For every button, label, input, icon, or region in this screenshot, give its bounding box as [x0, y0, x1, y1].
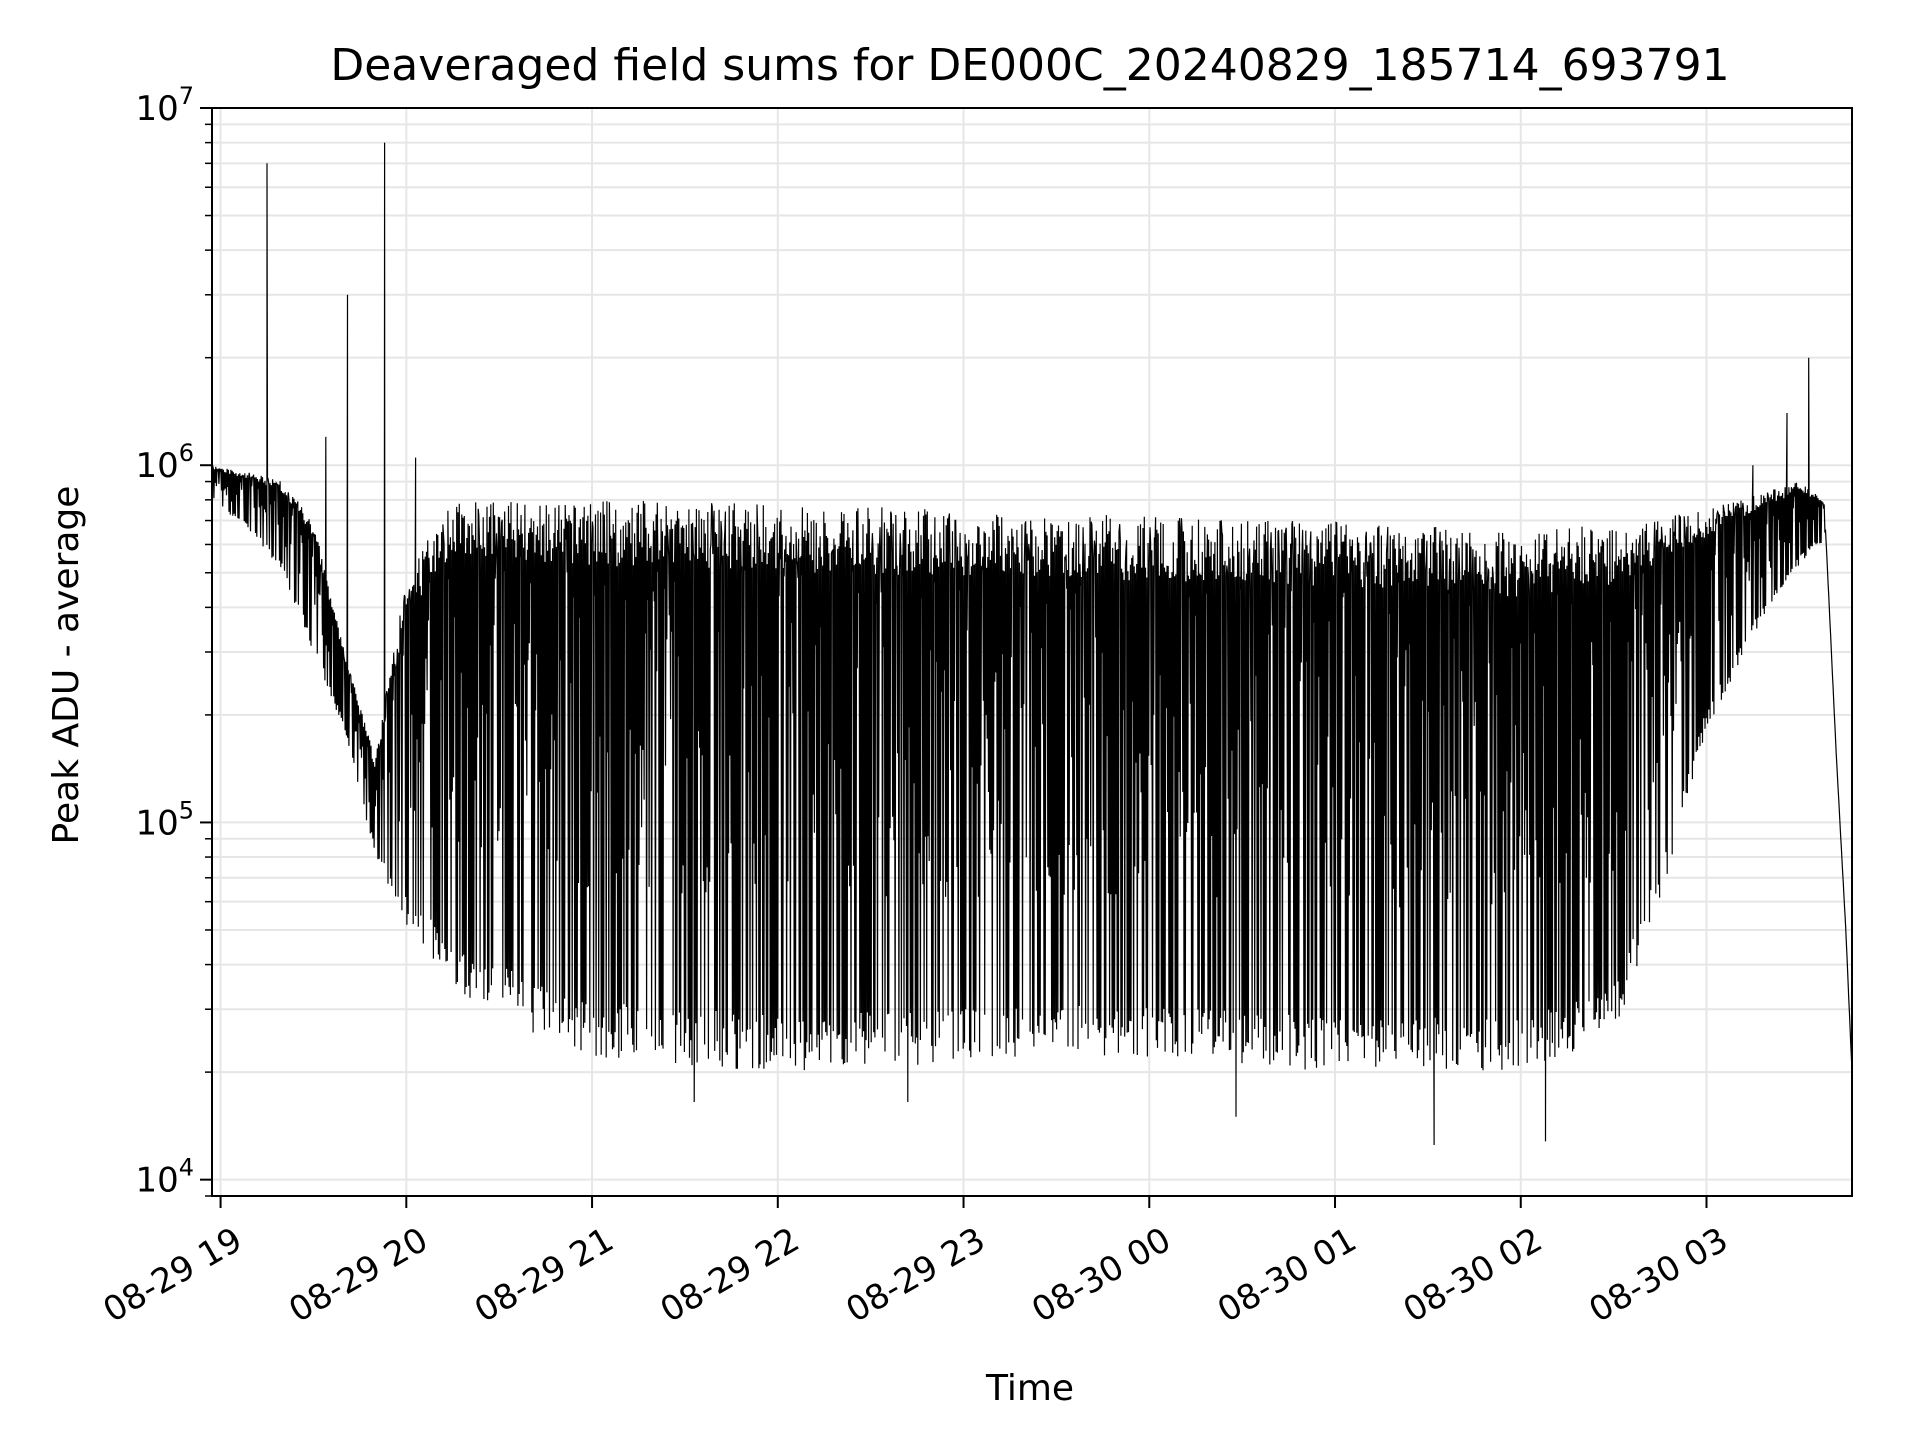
chart-title: Deaveraged field sums for DE000C_2024082…	[330, 40, 1729, 91]
x-axis-label: Time	[985, 1368, 1074, 1409]
y-tick-label: 105	[135, 796, 194, 843]
series	[211, 142, 1853, 1146]
y-tick-label: 106	[135, 439, 194, 486]
y-axis-label: Peak ADU - average	[46, 486, 87, 845]
series-line	[211, 142, 1853, 1146]
y-tick-label: 104	[135, 1154, 194, 1201]
y-axis: 104 105 106 107	[135, 82, 212, 1201]
y-tick-label: 107	[135, 82, 194, 129]
